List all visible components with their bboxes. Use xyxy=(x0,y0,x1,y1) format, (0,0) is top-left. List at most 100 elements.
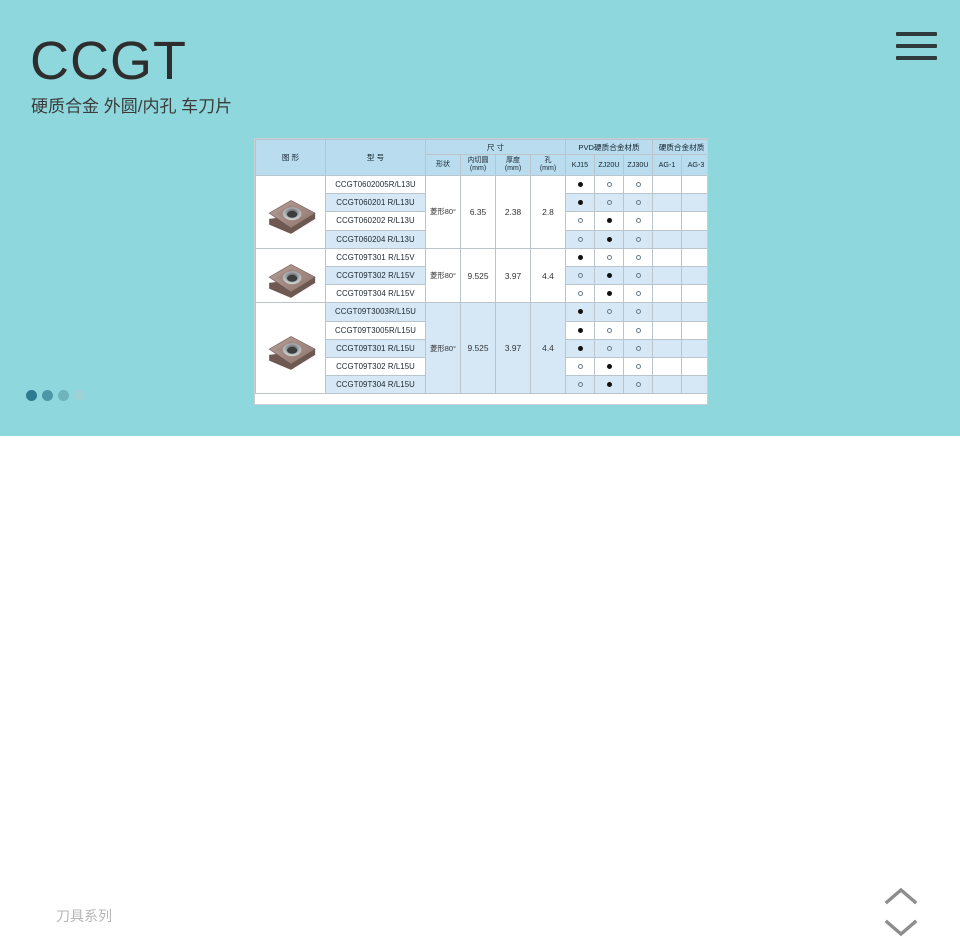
table-row[interactable]: CCGT060201 R/L13U xyxy=(256,193,707,213)
cell-grade-zj20u xyxy=(594,375,624,395)
spec-table-card: 图 形 型 号 尺 寸 PVD硬质合金材质 硬质合金材质 形状 内切圆 (mm)… xyxy=(255,139,707,404)
cell-grade-zj20u xyxy=(594,320,624,340)
cell-shape: 菱形80° xyxy=(425,175,461,249)
grade-mark-recommended xyxy=(635,345,641,351)
cell-grade-ag-3 xyxy=(681,211,707,231)
th-grade-ag3: AG-3 xyxy=(681,154,707,176)
footer-bar: 刀具系列 xyxy=(0,436,960,937)
cell-grade-ag-3 xyxy=(681,284,707,304)
cell-model: CCGT060204 R/L13U xyxy=(325,229,426,249)
carousel-dot-1[interactable] xyxy=(26,390,37,401)
cell-grade-kj15 xyxy=(565,211,595,231)
grade-mark-first xyxy=(606,218,612,224)
grade-mark-recommended xyxy=(635,236,641,242)
grade-mark-recommended xyxy=(635,363,641,369)
cell-model: CCGT0602005R/L13U xyxy=(325,174,426,195)
cell-grade-zj30u xyxy=(622,356,654,377)
cell-grade-kj15 xyxy=(565,174,595,195)
chevron-up-icon[interactable] xyxy=(884,887,918,905)
insert-photo-ccgt09t3-v xyxy=(268,263,316,298)
table-row[interactable]: CCGT09T304 R/L15V xyxy=(256,284,707,304)
carousel-dot-3[interactable] xyxy=(58,390,69,401)
grade-mark-first xyxy=(606,363,612,369)
cell-grade-kj15 xyxy=(565,375,595,395)
grade-mark-recommended xyxy=(577,382,583,388)
table-row[interactable]: CCGT09T302 R/L15U xyxy=(256,356,707,377)
cell-grade-zj30u xyxy=(622,284,654,304)
hamburger-bar-1 xyxy=(896,32,937,36)
cell-thickness: 3.97 xyxy=(495,247,531,304)
cell-grade-zj30u xyxy=(622,302,654,322)
table-row[interactable]: CCGT0602005R/L13U 菱形80° 6.35 2.38 2.8 xyxy=(255,174,707,249)
cell-shape: 菱形80° xyxy=(425,302,461,395)
cell-model: CCGT09T301 R/L15U xyxy=(325,338,426,358)
grade-mark-first xyxy=(577,327,583,333)
carousel-pagination[interactable] xyxy=(26,390,85,401)
th-grade-zj30u: ZJ30U xyxy=(622,154,654,176)
cell-grade-zj20u xyxy=(594,302,624,322)
cell-grade-kj15 xyxy=(565,247,595,267)
table-row[interactable]: CCGT09T3003R/L15U 菱形80° 9.525 3.97 4.4 xyxy=(255,302,707,395)
carousel-dot-4[interactable] xyxy=(74,390,85,401)
grade-mark-first xyxy=(577,182,583,188)
footer-series-label: 刀具系列 xyxy=(56,908,112,924)
grade-mark-recommended xyxy=(606,345,612,351)
cell-grade-zj20u xyxy=(594,284,624,304)
cell-grade-ag-1 xyxy=(652,320,683,340)
th-carbide-group: 硬质合金材质 xyxy=(652,139,707,155)
chevron-down-icon[interactable] xyxy=(884,919,918,937)
cell-model: CCGT09T301 R/L15V xyxy=(325,247,426,267)
table-row[interactable]: CCGT09T301 R/L15V 菱形80° 9.525 3.97 4.4 xyxy=(255,247,707,304)
grade-mark-first xyxy=(577,200,583,206)
table-row[interactable]: CCGT09T301 R/L15U xyxy=(256,338,707,358)
hamburger-bar-3 xyxy=(896,56,937,60)
scroll-nav[interactable] xyxy=(880,887,922,937)
grade-mark-first xyxy=(577,254,583,260)
cell-grade-zj30u xyxy=(622,193,654,213)
th-inscribed-circle: 内切圆 (mm) xyxy=(460,154,496,176)
cell-model: CCGT060201 R/L13U xyxy=(325,193,426,213)
cell-grade-zj20u xyxy=(594,265,624,286)
hamburger-bar-2 xyxy=(896,44,937,48)
table-row[interactable]: CCGT09T304 R/L15U xyxy=(256,375,707,395)
cell-grade-zj30u xyxy=(622,265,654,286)
cell-grade-ag-1 xyxy=(652,338,683,358)
insert-image-cell xyxy=(255,247,326,304)
cell-grade-zj30u xyxy=(622,229,654,249)
cell-hole: 2.8 xyxy=(530,175,566,249)
cell-grade-zj30u xyxy=(622,247,654,267)
cell-grade-zj20u xyxy=(594,174,624,195)
th-shape: 形状 xyxy=(425,154,461,176)
cell-grade-ag-3 xyxy=(681,338,707,358)
cell-model: CCGT09T3003R/L15U xyxy=(325,302,426,322)
table-row[interactable]: CCGT09T3005R/L15U xyxy=(256,320,707,340)
carousel-dot-2[interactable] xyxy=(42,390,53,401)
cell-grade-ag-3 xyxy=(681,302,707,322)
table-row[interactable]: CCGT09T302 R/L15V xyxy=(256,265,707,286)
cell-inscribed-circle: 9.525 xyxy=(460,247,496,304)
cell-grade-ag-3 xyxy=(681,265,707,286)
cell-grade-ag-3 xyxy=(681,356,707,377)
cell-grade-zj20u xyxy=(594,193,624,213)
cell-grade-kj15 xyxy=(565,229,595,249)
spec-table-head: 图 形 型 号 尺 寸 PVD硬质合金材质 硬质合金材质 形状 内切圆 (mm)… xyxy=(255,139,707,176)
th-grade-ag1: AG-1 xyxy=(652,154,683,176)
insert-photo-ccgt09t3-u xyxy=(268,336,316,371)
th-th-line1: 厚度 xyxy=(506,156,520,164)
table-row[interactable]: CCGT060204 R/L13U xyxy=(256,229,707,249)
grade-mark-first xyxy=(577,345,583,351)
cell-grade-kj15 xyxy=(565,356,595,377)
cell-grade-zj20u xyxy=(594,356,624,377)
cell-grade-ag-1 xyxy=(652,265,683,286)
grade-mark-recommended xyxy=(635,309,641,315)
cell-thickness: 3.97 xyxy=(495,302,531,395)
cell-grade-ag-3 xyxy=(681,247,707,267)
th-thickness: 厚度 (mm) xyxy=(495,154,531,176)
grade-mark-recommended xyxy=(606,327,612,333)
grade-mark-recommended xyxy=(635,327,641,333)
cell-model: CCGT09T302 R/L15V xyxy=(325,265,426,286)
hamburger-menu-icon[interactable] xyxy=(896,32,937,60)
grade-mark-first xyxy=(606,291,612,297)
grade-mark-recommended xyxy=(635,291,641,297)
th-model: 型 号 xyxy=(325,139,426,176)
